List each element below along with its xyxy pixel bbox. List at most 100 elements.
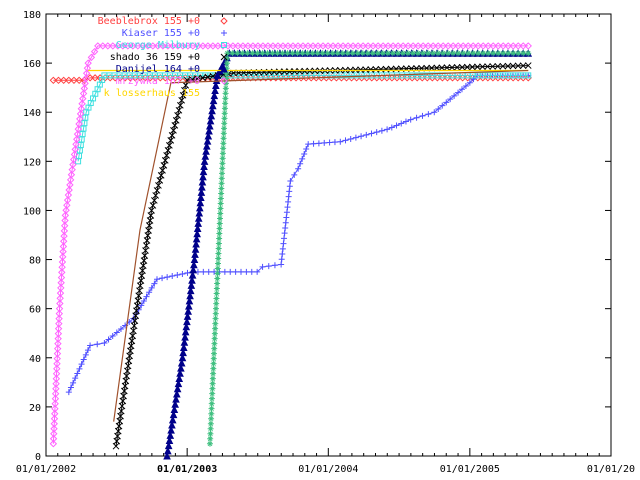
data-point: [217, 200, 224, 207]
data-point: [176, 101, 184, 109]
data-point: [214, 265, 221, 272]
data-point: [67, 171, 76, 179]
data-point: [443, 99, 450, 106]
data-point: [490, 50, 497, 57]
data-point: [124, 42, 132, 50]
data-point: [519, 62, 527, 70]
data-point: [61, 211, 70, 220]
data-point: [178, 353, 187, 362]
series-line: [209, 52, 529, 444]
data-point: [208, 400, 215, 407]
data-point: [520, 50, 527, 57]
data-point: [424, 42, 432, 50]
data-point: [58, 268, 66, 277]
data-point: [149, 42, 157, 50]
data-point: [221, 110, 228, 117]
data-point: [214, 42, 222, 50]
data-point: [192, 239, 200, 248]
data-point: [239, 42, 247, 50]
data-point: [163, 451, 171, 460]
data-point: [208, 415, 215, 422]
data-point: [76, 115, 84, 123]
data-point: [223, 80, 230, 87]
data-point: [203, 136, 212, 145]
data-point: [51, 389, 60, 398]
data-point: [399, 50, 406, 57]
data-point: [232, 268, 239, 275]
data-point: [159, 167, 166, 174]
data-point: [194, 42, 202, 50]
data-point: [479, 42, 487, 50]
data-point: [444, 42, 452, 50]
data-point: [453, 63, 461, 71]
data-point: [217, 215, 224, 222]
data-point: [484, 63, 491, 70]
data-point: [379, 42, 387, 50]
legend-marker: [220, 77, 228, 85]
data-point: [301, 150, 308, 157]
data-point: [285, 198, 292, 205]
data-point: [57, 284, 65, 292]
data-point: [399, 42, 407, 50]
data-point: [447, 96, 454, 103]
data-point: [73, 135, 81, 143]
data-point: [192, 234, 201, 243]
data-point: [331, 139, 338, 146]
data-point: [174, 271, 181, 278]
data-point: [61, 216, 69, 225]
data-point: [451, 92, 458, 99]
data-point: [377, 65, 385, 73]
data-point: [223, 70, 230, 77]
legend-marker: [220, 53, 228, 61]
data-point: [209, 380, 216, 387]
data-point: [223, 75, 230, 82]
data-point: [193, 224, 202, 233]
data-point: [55, 309, 64, 318]
data-point: [52, 379, 60, 388]
data-point: [439, 50, 446, 57]
data-point: [404, 42, 412, 50]
data-point: [239, 50, 246, 57]
data-point: [462, 83, 469, 90]
data-point: [223, 65, 230, 72]
data-point: [55, 319, 63, 328]
data-point: [378, 127, 385, 134]
data-point: [374, 50, 381, 57]
data-point: [49, 76, 58, 85]
data-point: [224, 42, 232, 50]
data-point: [281, 230, 288, 237]
data-point: [494, 42, 502, 50]
data-point: [204, 42, 212, 50]
data-point: [70, 379, 77, 386]
data-point: [209, 101, 217, 110]
data-point: [367, 66, 375, 73]
data-point: [69, 160, 77, 169]
data-point: [179, 42, 187, 50]
data-point: [210, 355, 217, 362]
data-point: [222, 85, 229, 92]
data-point: [281, 68, 288, 76]
data-point: [52, 369, 61, 378]
data-point: [200, 268, 207, 275]
data-point: [209, 42, 217, 50]
data-point: [191, 250, 199, 258]
data-point: [219, 155, 226, 162]
data-point: [349, 50, 356, 57]
data-point: [211, 330, 218, 337]
data-point: [56, 294, 64, 303]
data-point: [368, 130, 375, 137]
data-point: [205, 126, 213, 135]
data-point: [279, 42, 287, 50]
data-point: [450, 50, 457, 57]
data-point: [193, 229, 201, 238]
data-point: [466, 79, 473, 86]
data-point: [84, 347, 91, 354]
data-point: [275, 68, 283, 76]
data-point: [414, 50, 421, 57]
data-point: [284, 42, 292, 50]
data-point: [50, 420, 58, 428]
data-point: [319, 50, 326, 57]
data-point: [219, 42, 227, 50]
data-point: [254, 42, 262, 50]
data-point: [238, 268, 245, 275]
